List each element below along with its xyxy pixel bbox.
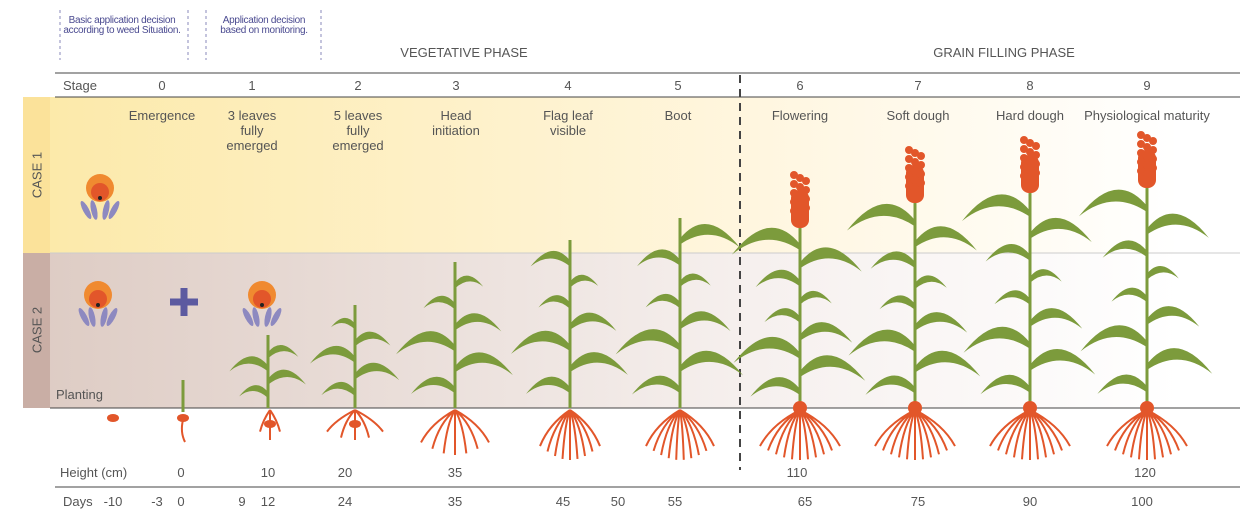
day-value: 35: [448, 494, 462, 509]
roots: [990, 410, 1070, 460]
height-value: 35: [448, 465, 462, 480]
grain: [802, 195, 810, 203]
day-value: -10: [104, 494, 123, 509]
stage-name: Flowering: [755, 108, 845, 123]
grain: [1032, 169, 1040, 177]
grain: [802, 186, 810, 194]
day-value: 0: [177, 494, 184, 509]
height-value: 0: [177, 465, 184, 480]
day-value: 12: [261, 494, 275, 509]
day-value: 65: [798, 494, 812, 509]
stage-number: 2: [354, 78, 361, 93]
days-label: Days: [63, 494, 93, 509]
height-value: 120: [1134, 465, 1156, 480]
nozzle: [96, 303, 100, 307]
seed: [264, 420, 276, 428]
grain: [1149, 146, 1157, 154]
case-label: CASE 1: [30, 152, 45, 198]
height-value: 110: [787, 465, 808, 480]
day-value: 55: [668, 494, 682, 509]
stage-number: 7: [914, 78, 921, 93]
grain: [917, 179, 925, 187]
grain: [1026, 175, 1034, 183]
seed: [349, 420, 361, 428]
nozzle: [260, 303, 264, 307]
case-label: CASE 2: [30, 307, 45, 353]
note: Application decision based on monitoring…: [216, 16, 312, 36]
day-value: 24: [338, 494, 352, 509]
roots: [646, 410, 714, 460]
phase-title: VEGETATIVE PHASE: [400, 45, 527, 60]
roots: [875, 410, 955, 460]
grain: [1032, 160, 1040, 168]
roots: [421, 410, 489, 455]
roots: [540, 410, 600, 460]
case2-band: [23, 253, 1240, 408]
day-value: -3: [151, 494, 163, 509]
day-value: 45: [556, 494, 570, 509]
day-value: 50: [611, 494, 625, 509]
phase-title: GRAIN FILLING PHASE: [933, 45, 1075, 60]
grain: [917, 152, 925, 160]
note: Basic application decision according to …: [62, 16, 182, 36]
seed: [107, 414, 119, 422]
stage-name: Boot: [648, 108, 708, 123]
height-value: 20: [338, 465, 352, 480]
grain: [1143, 170, 1151, 178]
stage-number: 3: [452, 78, 459, 93]
stage-number: 6: [796, 78, 803, 93]
growth-stage-diagram: Basic application decision according to …: [0, 0, 1240, 515]
grain: [802, 204, 810, 212]
roots: [1107, 410, 1187, 460]
grain: [917, 161, 925, 169]
stage-name: 5 leaves fully emerged: [326, 108, 390, 153]
grain: [1032, 151, 1040, 159]
grain: [1149, 137, 1157, 145]
grain: [1032, 142, 1040, 150]
stage-name: Soft dough: [873, 108, 963, 123]
stage-number: 9: [1143, 78, 1150, 93]
nozzle: [98, 196, 102, 200]
grain: [911, 185, 919, 193]
stage-number: 0: [158, 78, 165, 93]
grain: [917, 170, 925, 178]
stage-number: 5: [674, 78, 681, 93]
stage-number: 8: [1026, 78, 1033, 93]
stage-name: Physiological maturity: [1072, 108, 1222, 123]
day-value: 90: [1023, 494, 1037, 509]
stage-name: Hard dough: [985, 108, 1075, 123]
stage-name: Head initiation: [426, 108, 486, 138]
grain: [796, 210, 804, 218]
day-value: 75: [911, 494, 925, 509]
planting-label: Planting: [56, 387, 103, 402]
grain: [1149, 155, 1157, 163]
grain: [1149, 164, 1157, 172]
stage-number: 1: [248, 78, 255, 93]
height-label: Height (cm): [60, 465, 127, 480]
stage-name: Emergence: [117, 108, 207, 123]
root: [182, 420, 185, 442]
stage-label: Stage: [63, 78, 97, 93]
diagram-graphics: [0, 0, 1240, 515]
stage-name: Flag leaf visible: [533, 108, 603, 138]
stage-name: 3 leaves fully emerged: [220, 108, 284, 153]
stage-number: 4: [564, 78, 571, 93]
grain: [802, 177, 810, 185]
day-value: 9: [238, 494, 245, 509]
roots: [760, 410, 840, 460]
height-value: 10: [261, 465, 275, 480]
day-value: 100: [1131, 494, 1153, 509]
